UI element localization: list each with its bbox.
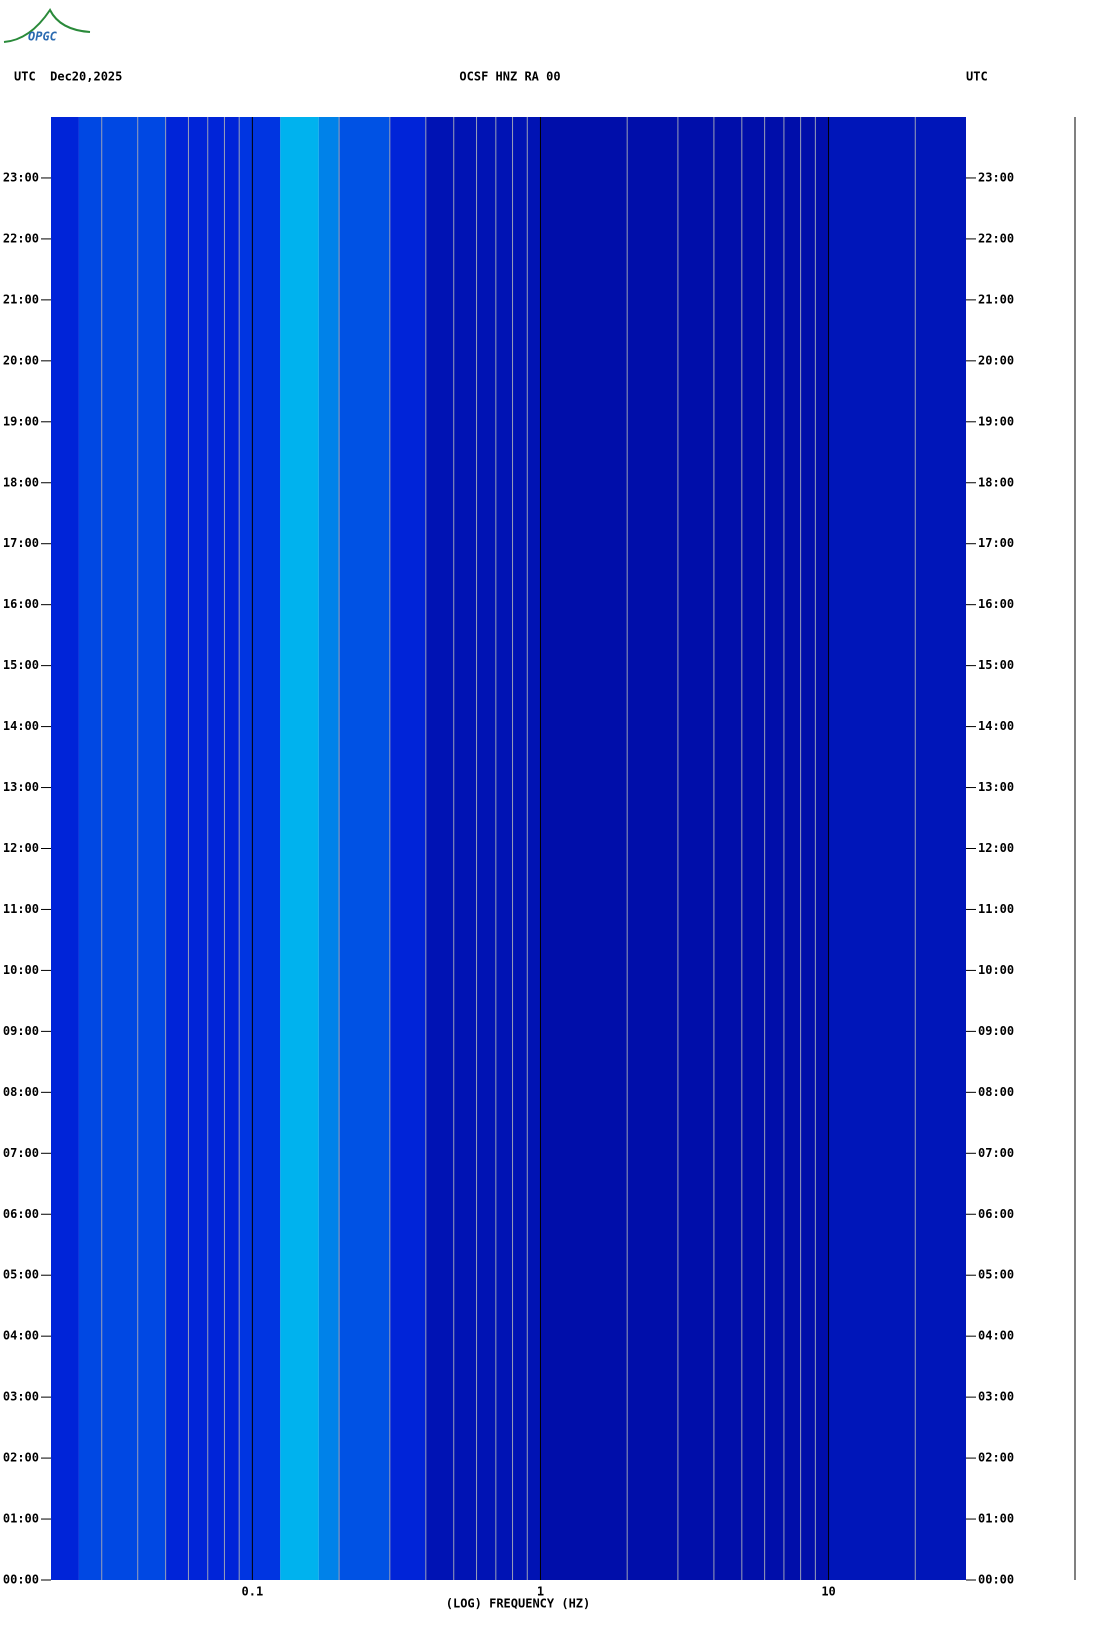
spectral-band [239, 117, 281, 1580]
spectral-band [78, 117, 166, 1580]
y-tick-label-right: 07:00 [978, 1146, 1014, 1160]
y-tick-label-right: 11:00 [978, 902, 1014, 916]
y-tick-label: 04:00 [3, 1329, 39, 1343]
spectral-band [51, 117, 79, 1580]
y-tick-label-right: 00:00 [978, 1573, 1014, 1587]
y-tick-label-right: 02:00 [978, 1451, 1014, 1465]
y-tick-label-right: 14:00 [978, 719, 1014, 733]
logo-shape [3, 8, 91, 43]
logo: OPGC [28, 30, 58, 44]
y-tick-label-right: 10:00 [978, 963, 1014, 977]
y-tick-label: 21:00 [3, 292, 39, 306]
y-tick-label-right: 19:00 [978, 414, 1014, 428]
y-tick-label: 22:00 [3, 231, 39, 245]
y-tick-label: 13:00 [3, 780, 39, 794]
y-tick-label: 11:00 [3, 902, 39, 916]
x-axis-label: (LOG) FREQUENCY (HZ) [446, 1597, 591, 1611]
chart-title: OCSF HNZ RA 00 [459, 70, 560, 84]
header-left: UTC Dec20,2025 [14, 70, 122, 84]
y-tick-label: 05:00 [3, 1268, 39, 1282]
y-tick-label-right: 15:00 [978, 658, 1014, 672]
y-tick-label: 16:00 [3, 597, 39, 611]
spectral-band [339, 117, 390, 1580]
y-tick-label-right: 17:00 [978, 536, 1014, 550]
y-tick-label-right: 05:00 [978, 1268, 1014, 1282]
y-tick-label: 09:00 [3, 1024, 39, 1038]
y-tick-label: 14:00 [3, 719, 39, 733]
y-tick-label: 08:00 [3, 1085, 39, 1099]
y-tick-label: 17:00 [3, 536, 39, 550]
y-tick-label-right: 03:00 [978, 1390, 1014, 1404]
x-tick-label: 10 [821, 1585, 835, 1599]
y-tick-label: 18:00 [3, 475, 39, 489]
y-tick-label: 10:00 [3, 963, 39, 977]
x-tick-label: 1 [537, 1585, 544, 1599]
y-tick-label-right: 16:00 [978, 597, 1014, 611]
y-tick-label-right: 08:00 [978, 1085, 1014, 1099]
y-tick-label-right: 18:00 [978, 475, 1014, 489]
y-tick-label: 02:00 [3, 1451, 39, 1465]
spectral-band [165, 117, 240, 1580]
y-tick-label-right: 20:00 [978, 353, 1014, 367]
y-tick-label-right: 12:00 [978, 841, 1014, 855]
y-tick-label: 23:00 [3, 170, 39, 184]
spectral-band [828, 117, 966, 1580]
y-tick-label-right: 13:00 [978, 780, 1014, 794]
y-tick-label: 20:00 [3, 353, 39, 367]
spectral-band [280, 117, 319, 1580]
y-tick-label-right: 22:00 [978, 231, 1014, 245]
y-tick-label-right: 04:00 [978, 1329, 1014, 1343]
y-tick-label-right: 09:00 [978, 1024, 1014, 1038]
header-right: UTC [966, 70, 988, 84]
y-tick-label-right: 23:00 [978, 170, 1014, 184]
y-tick-label: 15:00 [3, 658, 39, 672]
y-tick-label: 12:00 [3, 841, 39, 855]
x-tick-label: 0.1 [242, 1585, 264, 1599]
y-tick-label: 00:00 [3, 1573, 39, 1587]
spectral-band [540, 117, 829, 1580]
y-tick-label: 06:00 [3, 1207, 39, 1221]
y-tick-label-right: 01:00 [978, 1512, 1014, 1526]
y-tick-label-right: 06:00 [978, 1207, 1014, 1221]
y-tick-label: 19:00 [3, 414, 39, 428]
y-tick-label-right: 21:00 [978, 292, 1014, 306]
y-tick-label: 01:00 [3, 1512, 39, 1526]
y-tick-label: 03:00 [3, 1390, 39, 1404]
spectral-band [318, 117, 340, 1580]
spectral-band [389, 117, 426, 1580]
spectral-band [425, 117, 541, 1580]
y-tick-label: 07:00 [3, 1146, 39, 1160]
